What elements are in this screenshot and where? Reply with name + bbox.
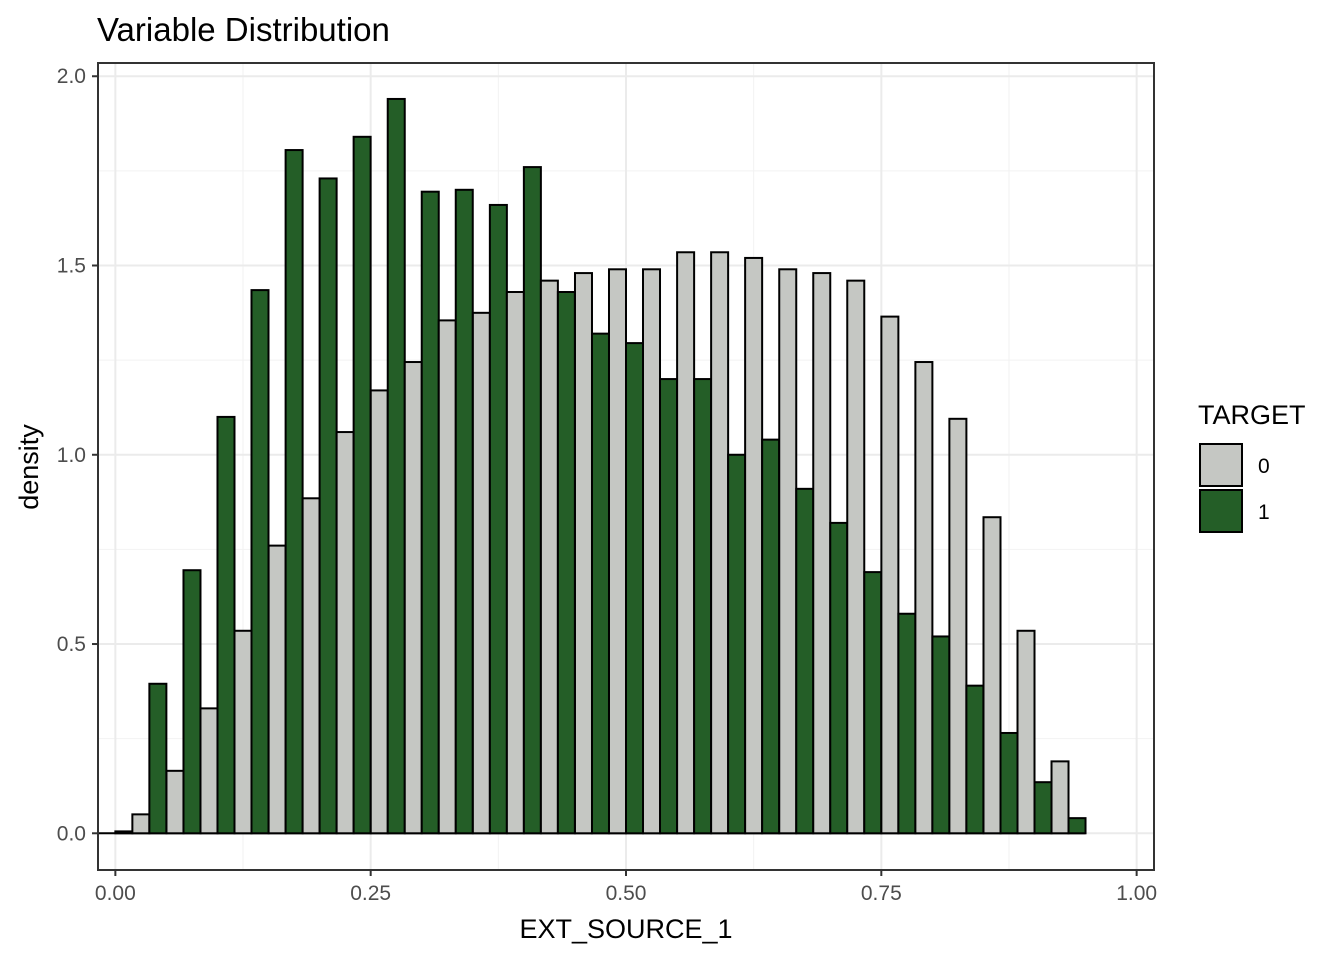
- bar-target-0: [301, 497, 321, 835]
- bar-target-1: [590, 332, 610, 835]
- x-tick-label: 0.75: [861, 882, 902, 905]
- y-tick-label: 1.5: [57, 255, 86, 278]
- bar-target-0: [573, 272, 593, 835]
- bar-target-1: [863, 571, 883, 835]
- bar-target-1: [386, 97, 406, 835]
- bar-target-0: [403, 361, 423, 835]
- bar-target-1: [1067, 817, 1087, 835]
- bar-target-0: [676, 251, 696, 835]
- bar-target-0: [267, 544, 287, 835]
- bar-target-1: [1033, 781, 1053, 835]
- bar-target-1: [182, 569, 202, 835]
- bar-target-1: [693, 378, 713, 835]
- x-tick-label: 0.50: [606, 882, 647, 905]
- legend-key-0: [1199, 443, 1243, 487]
- bar-target-0: [710, 251, 730, 835]
- bar-target-1: [625, 342, 645, 835]
- chart-title: Variable Distribution: [97, 11, 390, 48]
- legend-title: TARGET: [1198, 400, 1306, 430]
- y-tick-label: 1.0: [57, 444, 86, 467]
- bar-target-0: [744, 256, 764, 835]
- bar-target-1: [761, 438, 781, 835]
- bar-target-1: [965, 684, 985, 835]
- x-tick-label: 1.00: [1116, 882, 1157, 905]
- bar-target-1: [522, 166, 542, 835]
- legend-label-1: 1: [1258, 501, 1270, 524]
- bar-target-1: [829, 521, 849, 835]
- plot-area: 0.00 0.25 0.50 0.75 1.00 0.0 0.5 1.0 1.5 2.0: [57, 62, 1157, 905]
- bar-target-1: [318, 177, 338, 835]
- bar-target-0: [1050, 760, 1070, 835]
- bar-target-1: [999, 731, 1019, 835]
- bar-target-1: [795, 487, 815, 835]
- bar-target-1: [114, 830, 134, 835]
- x-axis-title: EXT_SOURCE_1: [519, 914, 732, 944]
- bar-target-0: [948, 417, 968, 835]
- bar-target-1: [488, 203, 508, 835]
- bar-target-0: [1016, 629, 1036, 835]
- x-tick-label: 0.25: [350, 882, 391, 905]
- bar-target-0: [880, 315, 900, 835]
- bar-target-1: [148, 682, 168, 835]
- bar-target-1: [454, 188, 474, 835]
- bar-target-1: [284, 149, 304, 835]
- bar-target-0: [778, 268, 798, 835]
- bar-target-1: [931, 635, 951, 835]
- bar-target-0: [437, 319, 457, 835]
- y-tick-label: 0.5: [57, 633, 86, 656]
- bar-target-0: [165, 769, 185, 835]
- bar-target-1: [727, 453, 747, 835]
- x-tick-label: 0.00: [95, 882, 136, 905]
- legend-label-0: 0: [1258, 455, 1270, 478]
- bar-target-1: [420, 190, 440, 835]
- bar-target-1: [897, 612, 917, 835]
- y-tick-label: 2.0: [57, 65, 86, 88]
- legend-key-1: [1199, 489, 1243, 533]
- bar-target-1: [216, 415, 236, 835]
- bar-target-0: [914, 361, 934, 835]
- bar-target-0: [471, 311, 491, 835]
- bar-target-0: [642, 268, 662, 835]
- bar-target-0: [982, 516, 1002, 835]
- y-axis-title: density: [14, 424, 44, 510]
- bar-target-0: [335, 431, 355, 835]
- bar-target-0: [539, 279, 559, 835]
- y-tick-label: 0.0: [57, 822, 86, 845]
- bar-target-0: [199, 707, 219, 835]
- bar-target-1: [556, 291, 576, 835]
- bar-target-0: [846, 279, 866, 835]
- bar-target-1: [250, 289, 270, 835]
- bar-target-1: [659, 378, 679, 835]
- bar-target-1: [352, 135, 372, 835]
- bar-target-0: [607, 268, 627, 835]
- bar-target-0: [812, 272, 832, 835]
- bar-target-0: [131, 813, 151, 835]
- bar-target-0: [505, 291, 525, 835]
- bar-target-0: [233, 629, 253, 835]
- bar-target-0: [369, 389, 389, 835]
- legend: TARGET 0 1: [1198, 400, 1306, 533]
